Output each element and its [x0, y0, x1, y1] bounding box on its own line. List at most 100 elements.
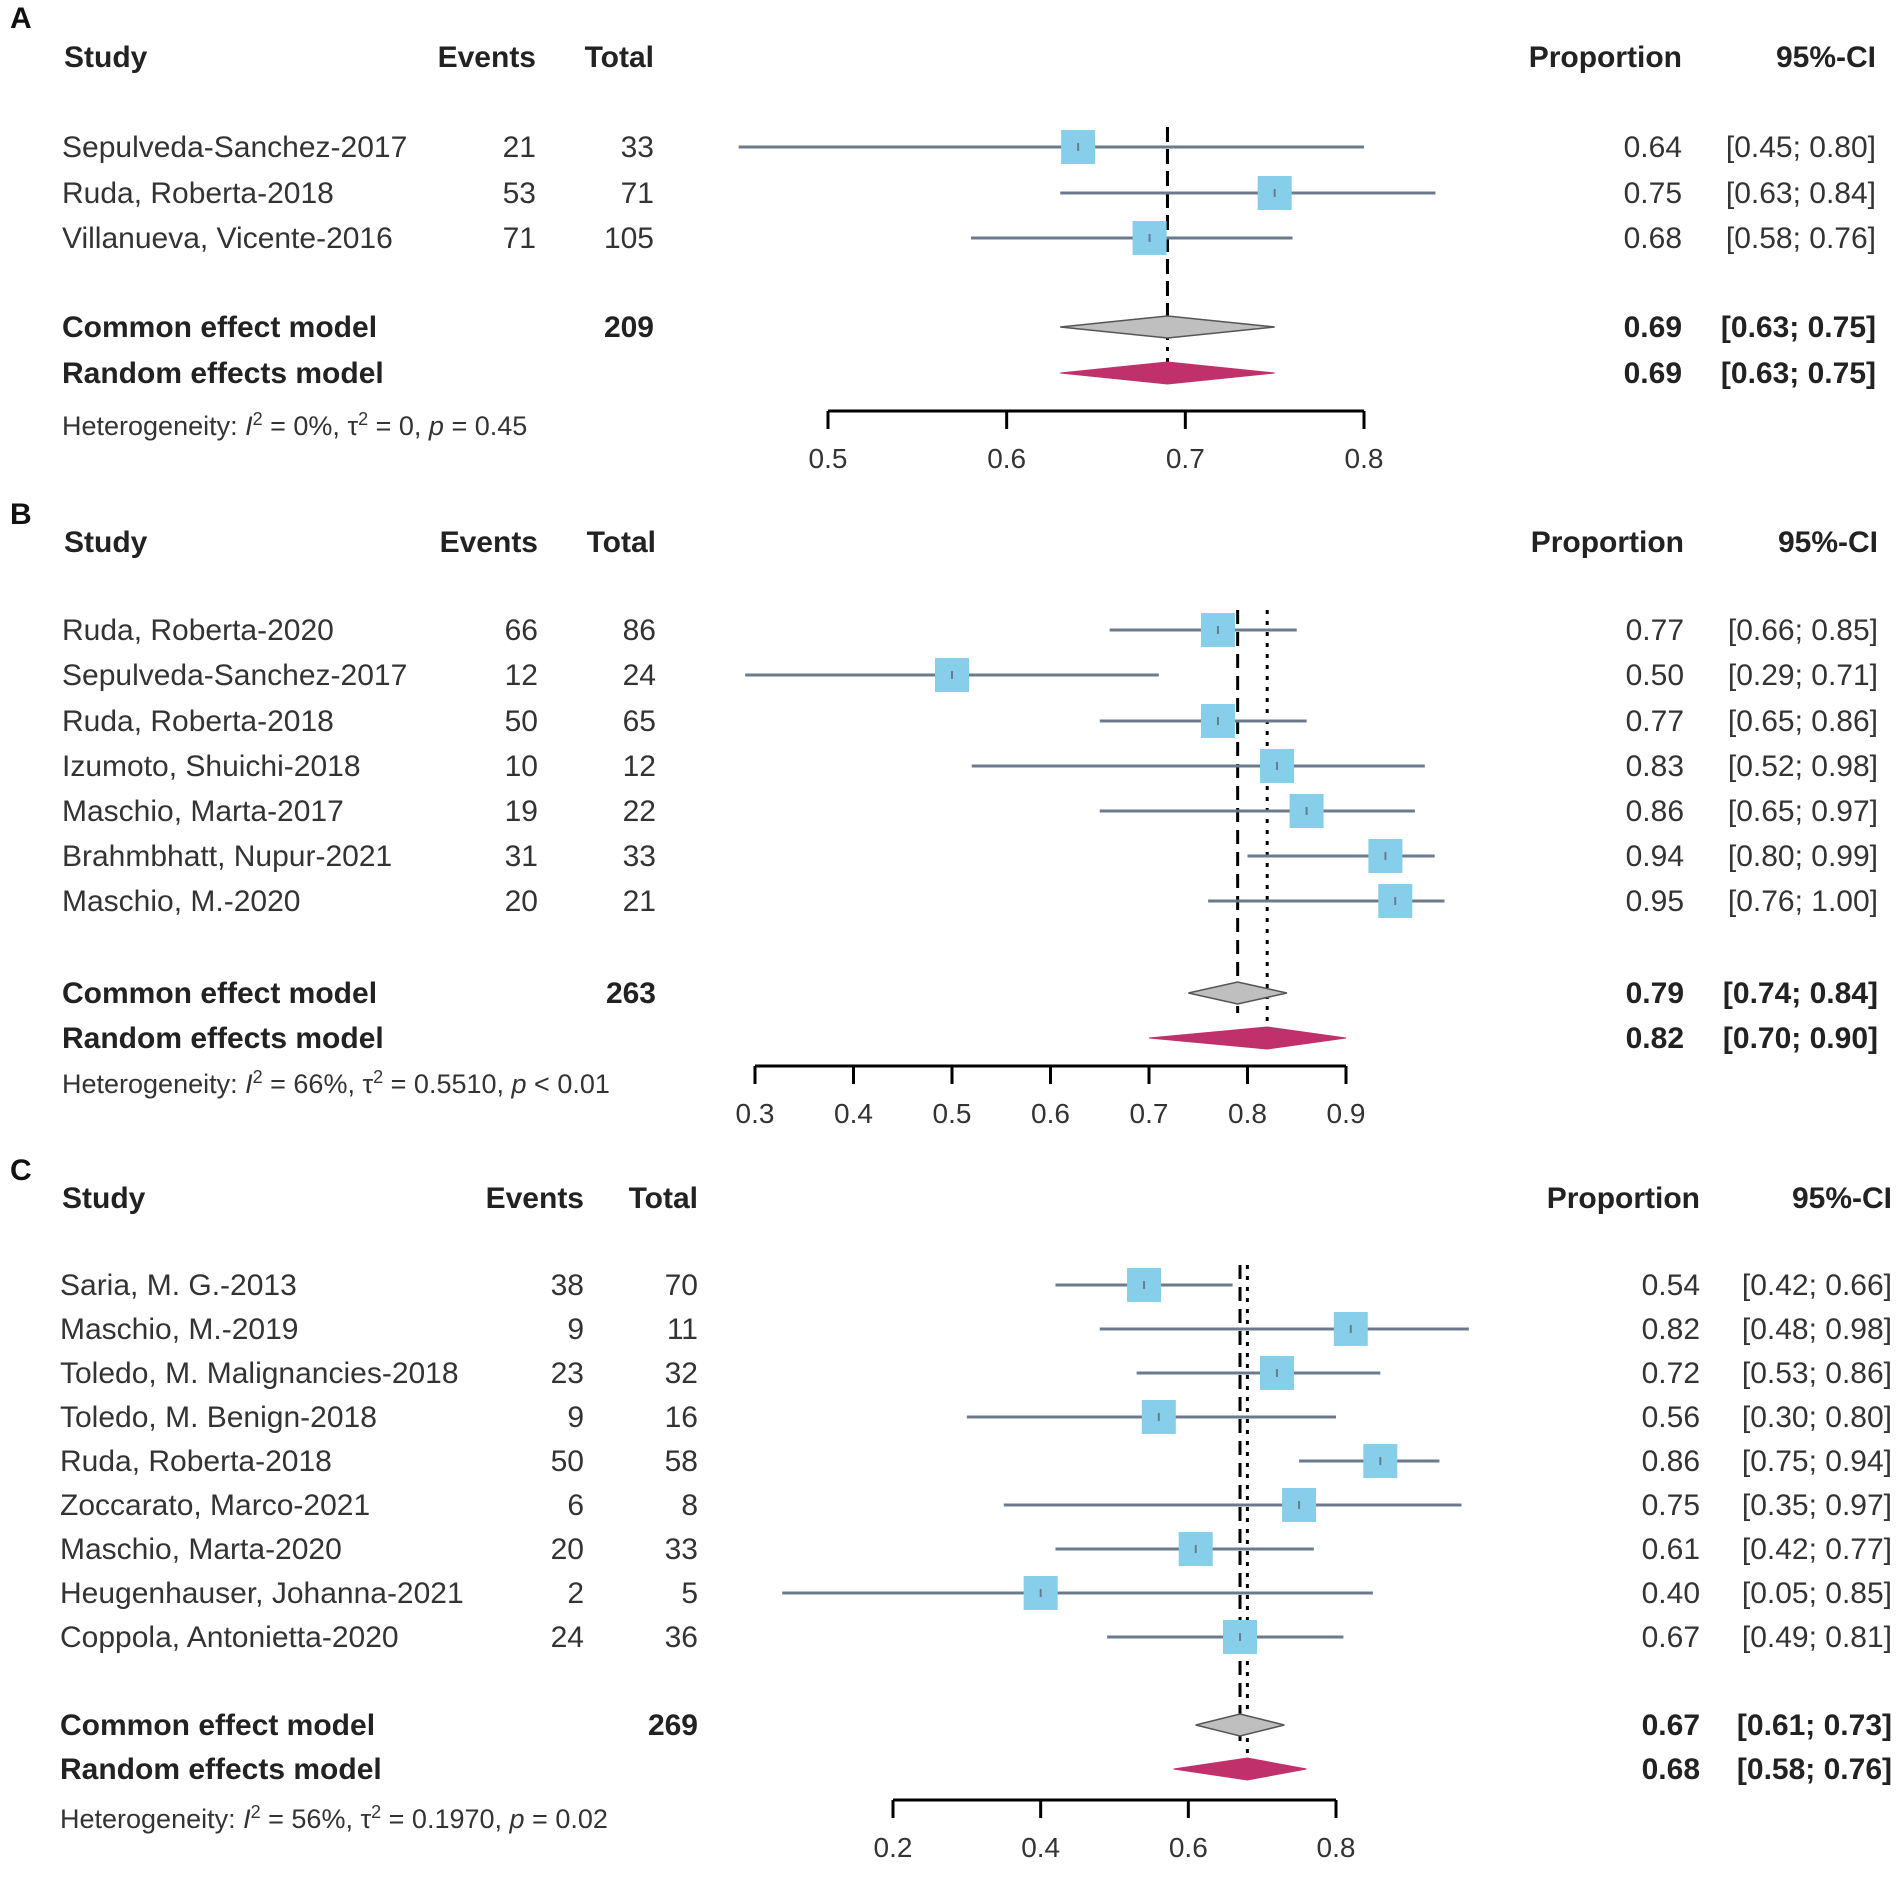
heterogeneity-i-sym: I	[245, 411, 253, 441]
x-axis-tick-label: 0.7	[1130, 1098, 1169, 1129]
study-ci: [0.75; 0.94]	[1742, 1445, 1892, 1478]
heterogeneity-t-rest: = 0.5510,	[383, 1069, 511, 1099]
common-effect-label: Common effect model	[62, 311, 377, 344]
study-events: 50	[505, 705, 538, 738]
common-effect-ci: [0.61; 0.73]	[1737, 1709, 1892, 1742]
common-effect-total: 263	[606, 977, 656, 1010]
study-events: 66	[505, 614, 538, 647]
study-proportion: 0.94	[1626, 840, 1684, 873]
heterogeneity-p-rest: < 0.01	[527, 1069, 610, 1099]
heterogeneity-p-rest: = 0.02	[525, 1804, 608, 1834]
x-axis-tick-label: 0.3	[736, 1098, 775, 1129]
study-row: Maschio, M.-2020 20 21 0.95 [0.76; 1.00]	[62, 884, 1878, 918]
study-proportion: 0.72	[1642, 1357, 1700, 1390]
study-total: 11	[667, 1313, 698, 1346]
study-name: Brahmbhatt, Nupur-2021	[62, 840, 392, 873]
header-ci: 95%-CI	[1776, 41, 1876, 74]
study-events: 38	[551, 1269, 584, 1302]
study-events: 23	[551, 1357, 584, 1390]
study-ci: [0.53; 0.86]	[1742, 1357, 1892, 1390]
header-total: Total	[587, 526, 656, 559]
study-row: Ruda, Roberta-2018 50 65 0.77 [0.65; 0.86]	[62, 704, 1878, 738]
study-proportion: 0.61	[1642, 1533, 1700, 1566]
study-proportion: 0.83	[1626, 750, 1684, 783]
heterogeneity-t-rest: = 0.1970,	[381, 1804, 509, 1834]
common-effect-ci: [0.63; 0.75]	[1721, 311, 1876, 344]
x-axis-tick-label: 0.4	[1021, 1832, 1060, 1863]
study-events: 2	[567, 1577, 584, 1610]
common-effect-row: Common effect model 263 0.79 [0.74; 0.84]	[62, 977, 1878, 1010]
x-axis-tick-label: 0.9	[1327, 1098, 1366, 1129]
study-ci: [0.48; 0.98]	[1742, 1313, 1892, 1346]
random-effects-row: Random effects model 0.82 [0.70; 0.90]	[62, 1022, 1878, 1055]
common-effect-diamond	[1060, 315, 1275, 339]
study-name: Maschio, M.-2019	[60, 1313, 298, 1346]
study-row: Toledo, M. Malignancies-2018 23 32 0.72 [0.5…	[60, 1356, 1892, 1390]
heterogeneity-text: Heterogeneity: I2 = 56%, τ2 = 0.1970, p …	[60, 1802, 608, 1834]
study-proportion: 0.95	[1626, 885, 1684, 918]
study-total: 36	[665, 1621, 698, 1654]
study-ci: [0.76; 1.00]	[1728, 885, 1878, 918]
study-ci: [0.42; 0.66]	[1742, 1269, 1892, 1302]
x-axis: 0.5 0.6 0.7 0.8	[809, 409, 1384, 474]
study-total: 21	[623, 885, 656, 918]
random-effects-diamond	[1148, 1026, 1347, 1050]
x-axis-tick-label: 0.8	[1345, 443, 1384, 474]
x-axis-tick-label: 0.8	[1317, 1832, 1356, 1863]
heterogeneity-p-rest: = 0.45	[444, 411, 527, 441]
study-name: Izumoto, Shuichi-2018	[62, 750, 361, 783]
header-study: Study	[62, 1182, 146, 1215]
header-events: Events	[438, 41, 536, 74]
study-events: 6	[567, 1489, 584, 1522]
study-events: 12	[505, 659, 538, 692]
heterogeneity-prefix: Heterogeneity:	[60, 1804, 243, 1834]
heterogeneity-i-sym: I	[243, 1804, 251, 1834]
study-name: Maschio, Marta-2017	[62, 795, 344, 828]
study-ci: [0.63; 0.84]	[1726, 177, 1876, 210]
x-axis-tick-label: 0.8	[1228, 1098, 1267, 1129]
study-name: Zoccarato, Marco-2021	[60, 1489, 370, 1522]
study-ci: [0.80; 0.99]	[1728, 840, 1878, 873]
study-proportion: 0.86	[1626, 795, 1684, 828]
study-row: Sepulveda-Sanchez-2017 21 33 0.64 [0.45; 0.8…	[62, 130, 1876, 164]
study-ci: [0.05; 0.85]	[1742, 1577, 1892, 1610]
study-row: Ruda, Roberta-2018 53 71 0.75 [0.63; 0.84]	[62, 176, 1876, 210]
forest-panel-a: A Study Events Total Proportion 95%-CI Sepulve…	[10, 2, 1876, 474]
study-name: Ruda, Roberta-2018	[62, 177, 334, 210]
random-effects-ci: [0.63; 0.75]	[1721, 357, 1876, 390]
heterogeneity-text: Heterogeneity: I2 = 0%, τ2 = 0, p = 0.45	[62, 409, 527, 441]
study-total: 24	[623, 659, 656, 692]
common-effect-ci: [0.74; 0.84]	[1723, 977, 1878, 1010]
header-ci: 95%-CI	[1778, 526, 1878, 559]
x-axis-tick-label: 0.6	[987, 443, 1026, 474]
study-row: Ruda, Roberta-2018 50 58 0.86 [0.75; 0.94]	[60, 1444, 1892, 1478]
study-proportion: 0.82	[1642, 1313, 1700, 1346]
header-events: Events	[440, 526, 538, 559]
study-total: 105	[604, 222, 654, 255]
study-events: 21	[503, 131, 536, 164]
study-row: Izumoto, Shuichi-2018 10 12 0.83 [0.52; 0.98…	[62, 749, 1878, 783]
panel-label: B	[10, 498, 32, 531]
study-row: Sepulveda-Sanchez-2017 12 24 0.50 [0.29; 0.7…	[62, 658, 1878, 692]
study-name: Heugenhauser, Johanna-2021	[60, 1577, 464, 1610]
study-proportion: 0.56	[1642, 1401, 1700, 1434]
study-total: 5	[681, 1577, 698, 1610]
study-row: Toledo, M. Benign-2018 9 16 0.56 [0.30; 0.80…	[60, 1400, 1892, 1434]
study-ci: [0.52; 0.98]	[1728, 750, 1878, 783]
study-name: Maschio, Marta-2020	[60, 1533, 342, 1566]
study-events: 53	[503, 177, 536, 210]
header-ci: 95%-CI	[1792, 1182, 1892, 1215]
study-proportion: 0.54	[1642, 1269, 1700, 1302]
study-row: Zoccarato, Marco-2021 6 8 0.75 [0.35; 0.97]	[60, 1488, 1892, 1522]
study-events: 19	[505, 795, 538, 828]
study-total: 22	[623, 795, 656, 828]
header-proportion: Proportion	[1547, 1182, 1700, 1215]
common-effect-proportion: 0.69	[1624, 311, 1682, 344]
study-name: Toledo, M. Malignancies-2018	[60, 1357, 459, 1390]
common-effect-diamond	[1188, 981, 1288, 1005]
heterogeneity-prefix: Heterogeneity:	[62, 1069, 245, 1099]
common-effect-total: 209	[604, 311, 654, 344]
study-proportion: 0.75	[1624, 177, 1682, 210]
study-row: Maschio, Marta-2017 19 22 0.86 [0.65; 0.97]	[62, 794, 1878, 828]
